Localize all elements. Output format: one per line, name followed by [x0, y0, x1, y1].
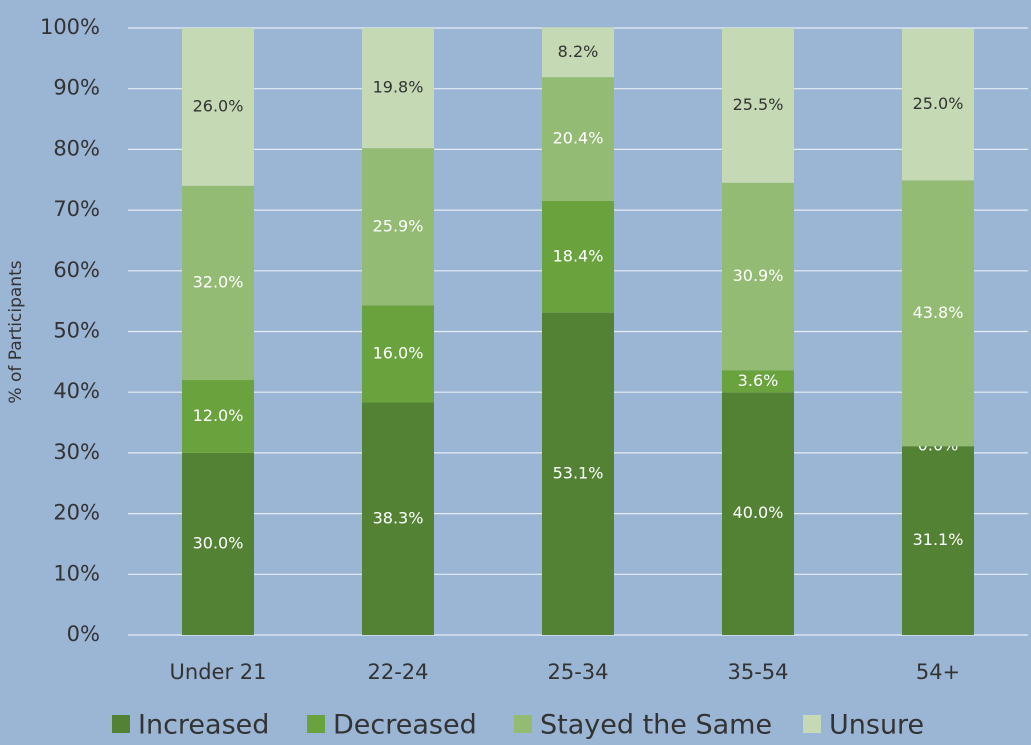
- y-tick-label: 70%: [53, 197, 100, 221]
- value-label: 25.5%: [733, 95, 784, 114]
- value-label: 25.9%: [373, 216, 424, 235]
- bar-segment: [362, 402, 434, 635]
- value-label: 20.4%: [553, 129, 604, 148]
- bar-segment: [722, 370, 794, 393]
- bar-segment: [362, 305, 434, 403]
- y-tick-label: 20%: [53, 501, 100, 525]
- y-tick-label: 90%: [53, 76, 100, 100]
- legend-label: Increased: [138, 710, 269, 741]
- value-label: 32.0%: [193, 272, 244, 291]
- x-tick-label: 54+: [916, 660, 960, 684]
- value-label: 19.8%: [373, 78, 424, 97]
- y-tick-label: 10%: [53, 561, 100, 585]
- y-tick-label: 30%: [53, 440, 100, 464]
- x-tick-label: 35-54: [727, 660, 788, 684]
- legend-swatch: [307, 715, 325, 733]
- value-label: 30.0%: [193, 533, 244, 552]
- legend-label: Unsure: [829, 710, 924, 741]
- value-label: 12.0%: [193, 406, 244, 425]
- legend-label: Stayed the Same: [540, 710, 772, 741]
- bar-segment: [362, 148, 434, 306]
- value-label: 18.4%: [553, 246, 604, 265]
- y-tick-label: 100%: [40, 15, 100, 39]
- x-tick-label: 22-24: [367, 660, 428, 684]
- legend-swatch: [803, 715, 821, 733]
- legend-swatch: [514, 715, 532, 733]
- bar-segment: [542, 200, 614, 313]
- value-label: 53.1%: [553, 463, 604, 482]
- value-label: 8.2%: [558, 42, 599, 61]
- x-tick-label: Under 21: [170, 660, 267, 684]
- bar-segment: [902, 446, 974, 635]
- value-label: 40.0%: [733, 503, 784, 522]
- bar-segment: [722, 28, 794, 183]
- value-label: 25.0%: [913, 94, 964, 113]
- bar-segment: [542, 312, 614, 635]
- value-label: 38.3%: [373, 508, 424, 527]
- bar-segment: [722, 392, 794, 635]
- y-tick-label: 60%: [53, 258, 100, 282]
- bar-segment: [902, 180, 974, 447]
- value-label: 3.6%: [738, 371, 779, 390]
- y-tick-label: 50%: [53, 319, 100, 343]
- legend-swatch: [112, 715, 130, 733]
- y-tick-label: 0%: [67, 622, 100, 646]
- bar-segment: [542, 77, 614, 201]
- bar-segment: [182, 28, 254, 186]
- bar-segment: [722, 182, 794, 371]
- bar-segment: [362, 28, 434, 149]
- value-label: 43.8%: [913, 303, 964, 322]
- value-label: 16.0%: [373, 343, 424, 362]
- bar-segment: [182, 380, 254, 453]
- bar-segment: [542, 27, 614, 78]
- value-label: 26.0%: [193, 96, 244, 115]
- y-axis-label: % of Participants: [6, 260, 26, 403]
- y-tick-label: 80%: [53, 136, 100, 160]
- legend-label: Decreased: [333, 710, 477, 741]
- x-tick-label: 25-34: [547, 660, 608, 684]
- bar-segment: [902, 28, 974, 181]
- bar-segment: [182, 185, 254, 381]
- value-label: 31.1%: [913, 530, 964, 549]
- value-label: 30.9%: [733, 266, 784, 285]
- bar-segment: [182, 452, 254, 635]
- y-tick-label: 40%: [53, 379, 100, 403]
